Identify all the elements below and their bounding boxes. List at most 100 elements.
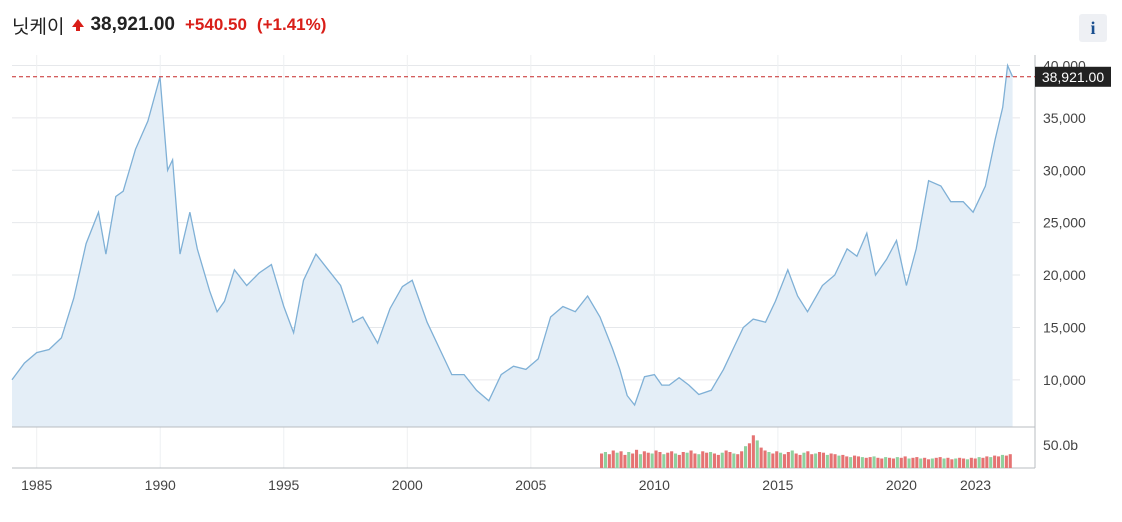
volume-bar <box>600 453 604 468</box>
x-tick-label: 2000 <box>392 477 423 493</box>
volume-bar <box>962 458 966 468</box>
volume-bar <box>603 452 607 468</box>
price-change-percent: (+1.41%) <box>256 15 327 34</box>
x-tick-label: 1990 <box>145 477 176 493</box>
volume-bar <box>775 451 779 468</box>
x-tick-label: 2005 <box>515 477 546 493</box>
volume-bar <box>728 452 732 468</box>
volume-bar <box>677 454 681 468</box>
volume-tick-label: 50.0b <box>1043 437 1078 453</box>
volume-bar <box>650 453 654 468</box>
volume-bar <box>884 457 888 468</box>
current-price-badge <box>1035 66 1111 87</box>
y-tick-label: 25,000 <box>1043 215 1086 231</box>
volume-bar <box>818 452 822 468</box>
volume-bar <box>794 453 798 468</box>
volume-bar <box>751 435 755 468</box>
volume-bar <box>666 452 670 468</box>
volume-bar <box>833 454 837 468</box>
volume-bar <box>681 452 685 468</box>
volume-bar <box>993 455 997 468</box>
volume-bar <box>985 456 989 468</box>
volume-bar <box>915 457 919 468</box>
volume-bar <box>942 458 946 468</box>
y-tick-label: 20,000 <box>1043 267 1086 283</box>
volume-bar <box>689 450 693 468</box>
current-price-label: 38,921.00 <box>1042 69 1104 85</box>
volume-bar <box>615 452 619 468</box>
volume-bar <box>697 454 701 468</box>
volume-bar <box>767 452 771 468</box>
volume-bar <box>849 457 853 468</box>
info-button[interactable]: i <box>1079 14 1107 42</box>
volume-bar <box>864 457 868 468</box>
x-tick-label: 1995 <box>268 477 299 493</box>
x-tick-label: 2020 <box>886 477 917 493</box>
volume-bar <box>716 454 720 468</box>
volume-bar <box>724 450 728 468</box>
volume-bar <box>623 454 627 468</box>
volume-bar <box>872 456 876 468</box>
volume-bar <box>821 452 825 468</box>
volume-bar <box>876 457 880 468</box>
volume-bar <box>973 458 977 468</box>
volume-bar <box>782 454 786 468</box>
volume-bar <box>763 450 767 468</box>
volume-bar <box>895 457 899 468</box>
volume-bar <box>845 456 849 468</box>
volume-bar <box>958 457 962 468</box>
volume-bar <box>658 452 662 468</box>
volume-bar <box>705 452 709 468</box>
volume-bar <box>860 457 864 468</box>
volume-bar <box>977 457 981 468</box>
volume-bar <box>891 458 895 468</box>
volume-bar <box>930 458 934 468</box>
volume-bar <box>662 454 666 468</box>
volume-bar <box>670 451 674 468</box>
volume-bar <box>709 452 713 468</box>
volume-bar <box>989 457 993 468</box>
volume-bar <box>759 447 763 468</box>
volume-bar <box>771 453 775 468</box>
volume-bar <box>638 454 642 468</box>
volume-bar <box>903 456 907 468</box>
price-line <box>11 63 1014 407</box>
x-tick-label: 2015 <box>762 477 793 493</box>
volume-bar <box>888 457 892 468</box>
volume-bar <box>779 452 783 468</box>
volume-bar <box>806 451 810 468</box>
volume-bar <box>969 457 973 468</box>
volume-bar <box>927 459 931 468</box>
volume-bar <box>674 453 678 468</box>
volume-bar <box>919 458 923 468</box>
volume-bar <box>642 451 646 468</box>
volume-bar <box>946 457 950 468</box>
y-tick-label: 10,000 <box>1043 372 1086 388</box>
volume-bar <box>981 457 985 468</box>
volume-bar <box>814 453 818 468</box>
volume-bar <box>825 454 829 468</box>
y-tick-label: 15,000 <box>1043 319 1086 335</box>
volume-bar <box>1004 455 1008 468</box>
volume-bar <box>755 440 759 468</box>
volume-bar <box>744 446 748 468</box>
volume-bar <box>747 443 751 468</box>
index-name: 닛케이 <box>12 16 65 38</box>
volume-bar <box>732 453 736 468</box>
volume-bar <box>950 459 954 468</box>
x-tick-label: 1985 <box>21 477 52 493</box>
volume-bar <box>798 454 802 468</box>
quote-header: 닛케이 38,921.00 +540.50 (+1.41%) <box>12 12 326 38</box>
volume-bar <box>611 450 615 468</box>
volume-bar <box>880 458 884 468</box>
volume-bar <box>868 457 872 468</box>
volume-bar <box>938 457 942 468</box>
price-area <box>12 65 1013 427</box>
volume-bar <box>856 456 860 468</box>
volume-bar <box>837 455 841 468</box>
volume-bar <box>631 453 635 468</box>
volume-bar <box>654 450 658 468</box>
volume-bar <box>934 457 938 468</box>
volume-bar <box>693 453 697 468</box>
